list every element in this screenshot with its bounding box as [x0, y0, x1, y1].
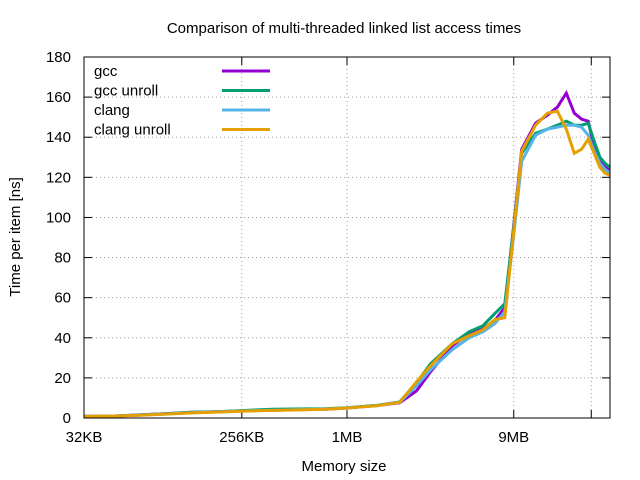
legend-label: clang	[94, 102, 130, 119]
y-tick-label: 60	[54, 290, 71, 307]
data-series	[83, 89, 611, 418]
y-tick-label: 20	[54, 370, 71, 387]
x-tick-label: 1MB	[332, 429, 363, 446]
x-tick-label: 9MB	[498, 429, 529, 446]
x-tick-label: 256KB	[219, 429, 264, 446]
legend-label: clang unroll	[94, 122, 171, 139]
y-tick-label: 180	[46, 49, 71, 66]
y-tick-label: 140	[46, 129, 71, 146]
series-line-clang-unroll	[83, 109, 611, 418]
legend: gcc gcc unroll clang clang unroll	[94, 63, 270, 139]
y-tick-label: 80	[54, 250, 71, 267]
y-tick-label: 120	[46, 169, 71, 186]
x-axis-label: Memory size	[301, 458, 386, 475]
gridlines	[84, 57, 610, 418]
y-tick-label: 40	[54, 330, 71, 347]
legend-label: gcc	[94, 63, 118, 80]
axis-ticks: 0 20 40 60 80 100 120 140 160 180 32KB 256KB 1MB 9MB	[46, 49, 610, 446]
plot-frame	[83, 56, 611, 419]
y-tick-label: 100	[46, 209, 71, 226]
y-tick-label: 0	[63, 410, 71, 427]
y-axis-label: Time per item [ns]	[7, 177, 24, 296]
series-line-clang	[83, 123, 611, 418]
legend-label: gcc unroll	[94, 83, 158, 100]
x-tick-label: 32KB	[66, 429, 103, 446]
y-tick-label: 160	[46, 89, 71, 106]
chart-title: Comparison of multi-threaded linked list…	[167, 20, 521, 37]
